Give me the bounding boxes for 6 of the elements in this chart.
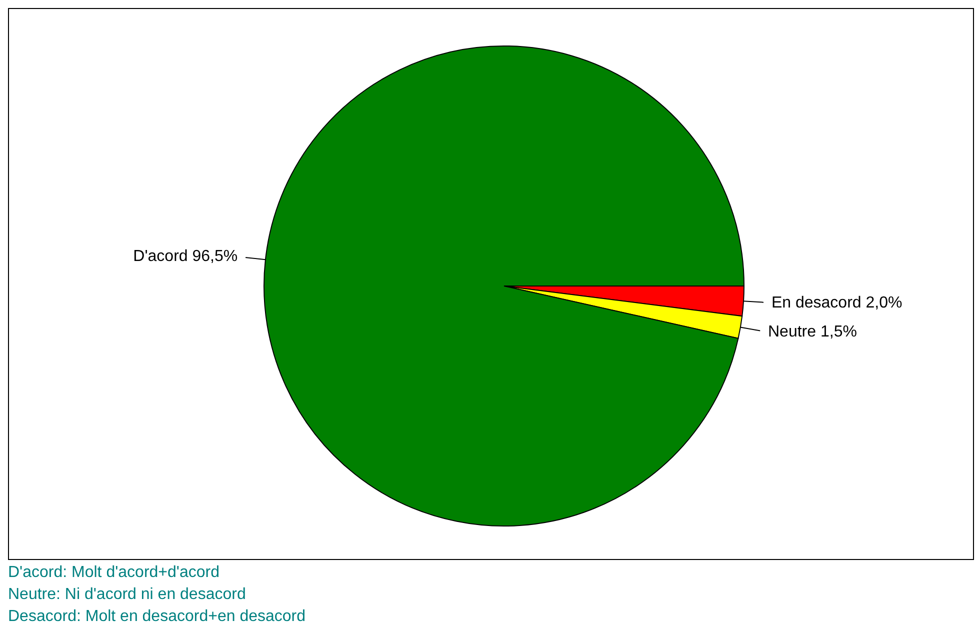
slice-label: D'acord 96,5%	[133, 248, 238, 266]
slice-label: Neutre 1,5%	[768, 324, 857, 341]
text: Desacord: Molt en desacord+en desacord	[8, 607, 307, 627]
text: Neutre: Ni d'acord ni en desacord	[8, 585, 247, 605]
slice-label: En desacord 2,0%	[771, 294, 902, 312]
text: D'acord: Molt d'acord+d'acord	[8, 563, 220, 583]
